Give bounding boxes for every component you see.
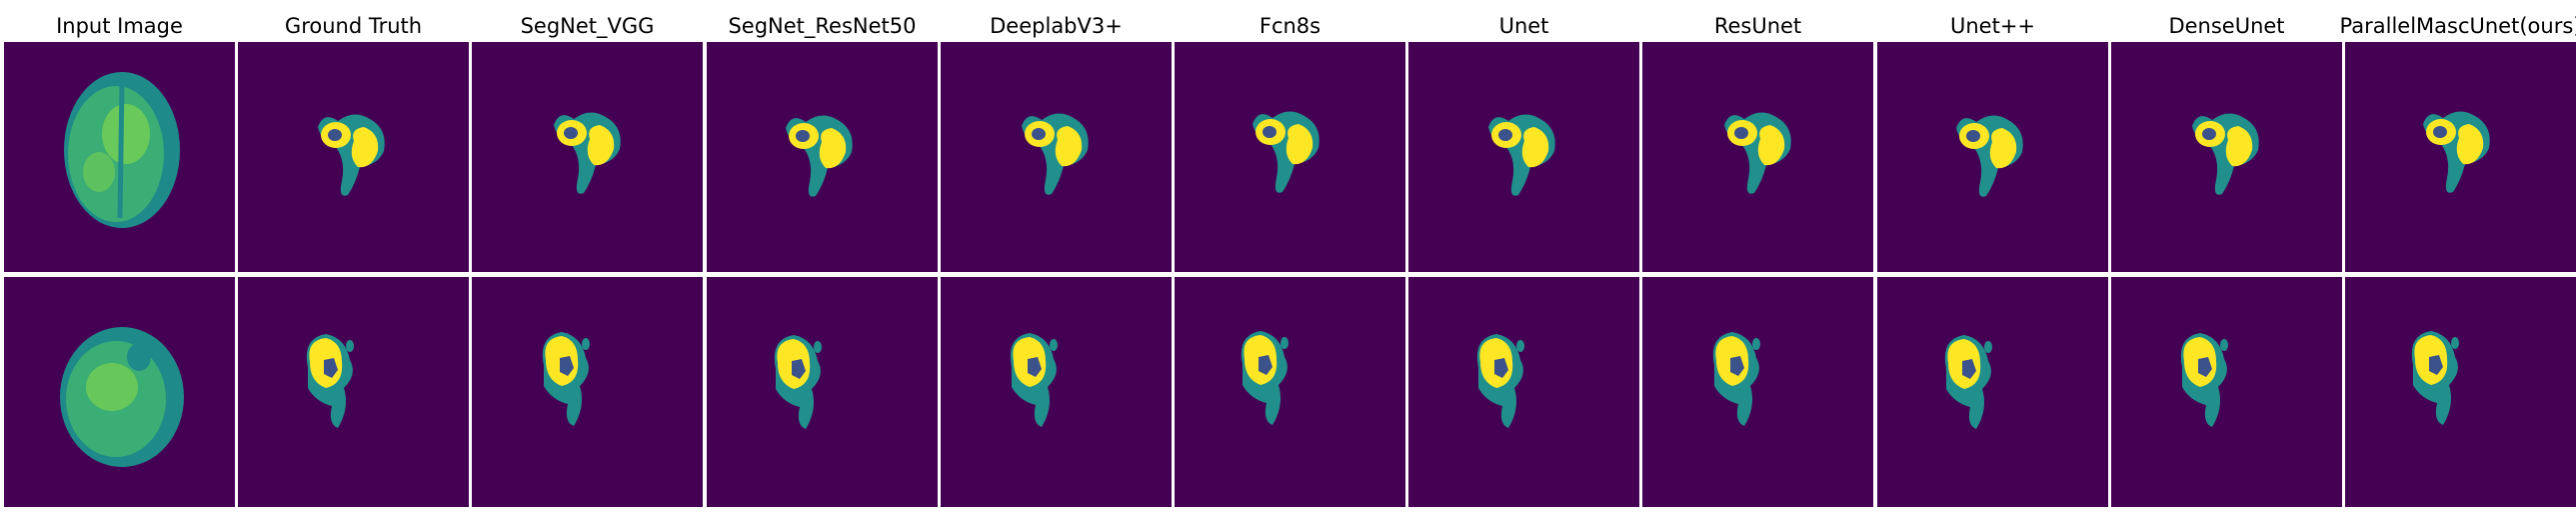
panel-sample-1-segnet_resnet50 (707, 42, 938, 272)
panel-sample-2-segnet_resnet50 (707, 277, 938, 507)
segmentation-mask (1712, 332, 1760, 426)
segmentation-mask (1488, 114, 1555, 196)
column-title-gt: Ground Truth (284, 14, 423, 38)
segmentation-mask (306, 334, 354, 428)
segmentation-mask (2423, 111, 2490, 193)
segmentation-mask (554, 112, 621, 194)
panel-sample-1-segnet_vgg (472, 42, 703, 272)
panel-sample-2-gt (238, 277, 469, 507)
column-title-denseunet: DenseUnet (2168, 14, 2285, 38)
segmentation-mask (2192, 113, 2259, 195)
segmentation-mask (1010, 333, 1058, 427)
segmentation-mask (2411, 331, 2459, 425)
panel-sample-2-resunet (1642, 277, 1873, 507)
column-title-segnet_vgg: SegNet_VGG (520, 14, 655, 38)
panel-sample-2-unetpp (1877, 277, 2108, 507)
panel-sample-2-segnet_vgg (472, 277, 703, 507)
column-title-fcn8s: Fcn8s (1259, 14, 1321, 38)
panel-sample-1-denseunet (2111, 42, 2342, 272)
panel-sample-2-unet (1408, 277, 1639, 507)
segmentation-mask (1476, 334, 1524, 428)
panel-sample-1-unetpp (1877, 42, 2108, 272)
panel-sample-1-fcn8s (1175, 42, 1405, 272)
segmentation-mask (318, 114, 385, 196)
panel-sample-1-unet (1408, 42, 1639, 272)
panel-sample-2-denseunet (2111, 277, 2342, 507)
panel-sample-2-parallelmascunet (2345, 277, 2576, 507)
brain-scan (64, 72, 180, 228)
panel-sample-1-gt (238, 42, 469, 272)
column-title-resunet: ResUnet (1713, 14, 1802, 38)
segmentation-mask (2180, 333, 2228, 427)
segmentation-mask (1944, 335, 1992, 429)
panel-sample-1-parallelmascunet (2345, 42, 2576, 272)
column-title-input: Input Image (56, 14, 183, 38)
brain-scan (60, 327, 184, 467)
segmentation-mask (1956, 115, 2023, 197)
panel-sample-1-resunet (1642, 42, 1873, 272)
segmentation-mask (1724, 112, 1791, 194)
segmentation-mask (774, 335, 822, 429)
column-title-deeplabv3p: DeeplabV3+ (990, 14, 1123, 38)
segmentation-mask (786, 115, 853, 197)
segmentation-mask (1241, 331, 1288, 425)
segmentation-mask (542, 332, 590, 426)
panel-sample-1-input (4, 42, 235, 272)
segmentation-mask (1253, 111, 1319, 193)
column-title-segnet_resnet50: SegNet_ResNet50 (728, 14, 917, 38)
column-title-unet: Unet (1498, 14, 1549, 38)
column-title-unetpp: Unet++ (1949, 14, 2036, 38)
panel-sample-2-input (4, 277, 235, 507)
segmentation-mask (1022, 113, 1089, 195)
panel-sample-1-deeplabv3p (941, 42, 1172, 272)
panel-sample-2-deeplabv3p (941, 277, 1172, 507)
panel-sample-2-fcn8s (1175, 277, 1405, 507)
column-title-parallelmascunet: ParallelMascUnet(ours) (2339, 14, 2576, 38)
